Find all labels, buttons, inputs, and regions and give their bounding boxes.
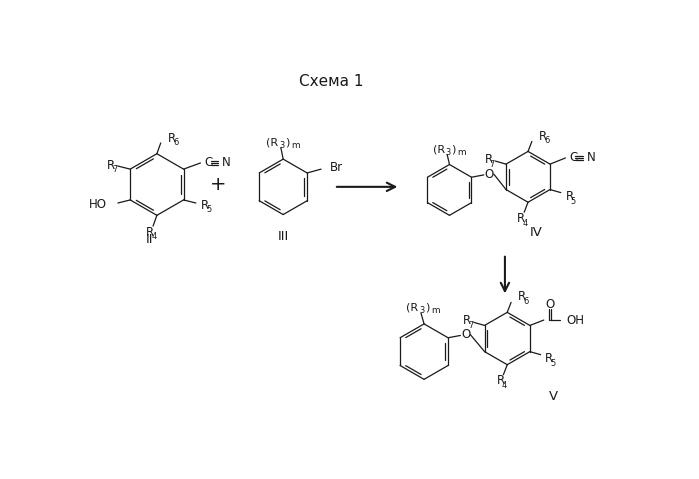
Text: 4: 4: [502, 381, 507, 390]
Text: 7: 7: [490, 160, 495, 169]
Text: R: R: [517, 212, 526, 225]
Text: R: R: [539, 129, 547, 143]
Text: HO: HO: [89, 198, 107, 211]
Text: 7: 7: [113, 165, 117, 174]
Text: 4: 4: [523, 218, 528, 228]
Text: 3: 3: [446, 148, 451, 157]
Text: 5: 5: [206, 205, 211, 215]
Text: R: R: [463, 314, 471, 327]
Text: N: N: [222, 157, 231, 170]
Text: R: R: [496, 375, 505, 388]
Text: R: R: [107, 159, 115, 172]
Text: (R: (R: [266, 137, 278, 147]
Text: (R: (R: [406, 303, 419, 313]
Text: II: II: [145, 233, 153, 247]
Text: R: R: [565, 190, 574, 203]
Text: III: III: [278, 229, 289, 243]
Text: OH: OH: [566, 314, 584, 327]
Text: +: +: [210, 175, 226, 194]
Text: R: R: [518, 290, 526, 304]
Text: Br: Br: [330, 161, 343, 174]
Text: O: O: [461, 328, 470, 341]
Text: C: C: [204, 157, 212, 170]
Text: 5: 5: [571, 196, 576, 205]
Text: ): ): [425, 303, 429, 313]
Text: R: R: [545, 352, 554, 365]
Text: 5: 5: [551, 359, 556, 368]
Text: 3: 3: [419, 306, 425, 315]
Text: 6: 6: [173, 138, 178, 148]
Text: m: m: [457, 148, 466, 157]
Text: N: N: [587, 151, 596, 164]
Text: R: R: [146, 226, 154, 239]
Text: C: C: [569, 151, 577, 164]
Text: R: R: [201, 199, 208, 212]
Text: 7: 7: [468, 321, 474, 330]
Text: IV: IV: [529, 226, 542, 239]
Text: m: m: [291, 141, 299, 150]
Text: O: O: [545, 298, 554, 311]
Text: R: R: [484, 153, 493, 166]
Text: 4: 4: [152, 232, 157, 241]
Text: R: R: [168, 132, 175, 145]
Text: V: V: [549, 390, 558, 403]
Text: ): ): [284, 137, 289, 147]
Text: 6: 6: [545, 136, 549, 145]
Text: Схема 1: Схема 1: [299, 74, 364, 90]
Text: O: O: [484, 168, 493, 181]
Text: m: m: [431, 306, 440, 315]
Text: ): ): [451, 144, 455, 154]
Text: (R: (R: [433, 144, 445, 154]
Text: 6: 6: [524, 297, 528, 306]
Text: 3: 3: [280, 141, 284, 150]
